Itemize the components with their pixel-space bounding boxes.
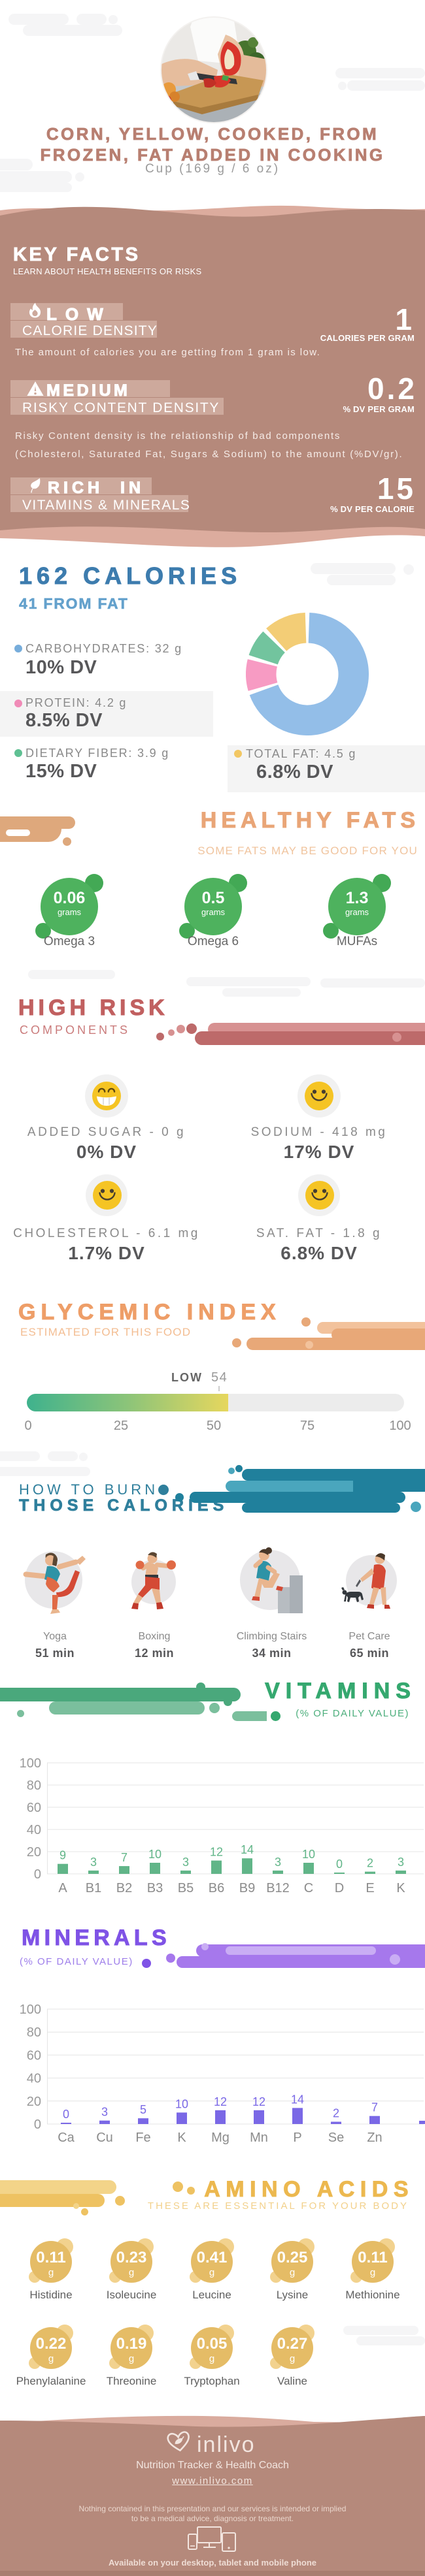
svg-text:0: 0 [34, 2117, 41, 2132]
svg-text:10: 10 [148, 1848, 162, 1861]
svg-text:Zn: Zn [367, 2131, 382, 2145]
svg-text:3: 3 [275, 1856, 281, 1869]
svg-text:80: 80 [27, 2025, 41, 2040]
svg-text:3: 3 [398, 1856, 404, 1869]
svg-text:20: 20 [27, 2095, 41, 2109]
svg-text:60: 60 [27, 2048, 41, 2063]
svg-text:D: D [335, 1881, 344, 1895]
svg-text:10: 10 [302, 1848, 315, 1861]
svg-text:80: 80 [27, 1779, 41, 1793]
svg-text:B3: B3 [147, 1881, 163, 1895]
svg-text:100: 100 [20, 2003, 41, 2017]
svg-text:K: K [396, 1881, 405, 1895]
svg-text:B5: B5 [178, 1881, 194, 1895]
svg-text:0: 0 [34, 1867, 41, 1882]
svg-text:B9: B9 [239, 1881, 255, 1895]
svg-text:Mn: Mn [250, 2131, 268, 2145]
svg-text:Mg: Mg [211, 2131, 230, 2145]
svg-text:20: 20 [27, 1845, 41, 1860]
svg-text:B6: B6 [209, 1881, 224, 1895]
svg-text:Se: Se [328, 2131, 344, 2145]
svg-text:3: 3 [101, 2106, 108, 2119]
svg-text:C: C [304, 1881, 313, 1895]
svg-text:0: 0 [63, 2108, 69, 2121]
svg-text:40: 40 [27, 1823, 41, 1837]
svg-text:Cu: Cu [96, 2131, 113, 2145]
svg-text:E: E [366, 1881, 374, 1895]
svg-text:10: 10 [175, 2097, 188, 2110]
svg-text:5: 5 [140, 2103, 146, 2116]
svg-text:B1: B1 [86, 1881, 101, 1895]
svg-text:14: 14 [291, 2093, 304, 2106]
svg-text:P: P [293, 2131, 301, 2145]
svg-text:7: 7 [121, 1851, 128, 1864]
svg-text:60: 60 [27, 1801, 41, 1815]
svg-text:2: 2 [333, 2107, 339, 2120]
svg-text:12: 12 [214, 2095, 227, 2108]
svg-text:7: 7 [371, 2101, 378, 2114]
svg-text:Ca: Ca [58, 2131, 75, 2145]
svg-text:2: 2 [367, 1857, 373, 1870]
svg-text:3: 3 [90, 1856, 97, 1869]
svg-text:B12: B12 [266, 1881, 290, 1895]
svg-text:12: 12 [210, 1846, 223, 1859]
svg-text:40: 40 [27, 2072, 41, 2086]
svg-text:12: 12 [252, 2095, 265, 2108]
svg-text:9: 9 [60, 1849, 66, 1862]
svg-text:A: A [58, 1881, 67, 1895]
svg-text:K: K [177, 2131, 186, 2145]
svg-text:100: 100 [20, 1756, 41, 1771]
svg-text:0: 0 [336, 1858, 343, 1871]
svg-text:B2: B2 [116, 1881, 132, 1895]
svg-text:Fe: Fe [135, 2131, 150, 2145]
svg-text:3: 3 [182, 1856, 189, 1869]
svg-text:14: 14 [241, 1843, 254, 1856]
